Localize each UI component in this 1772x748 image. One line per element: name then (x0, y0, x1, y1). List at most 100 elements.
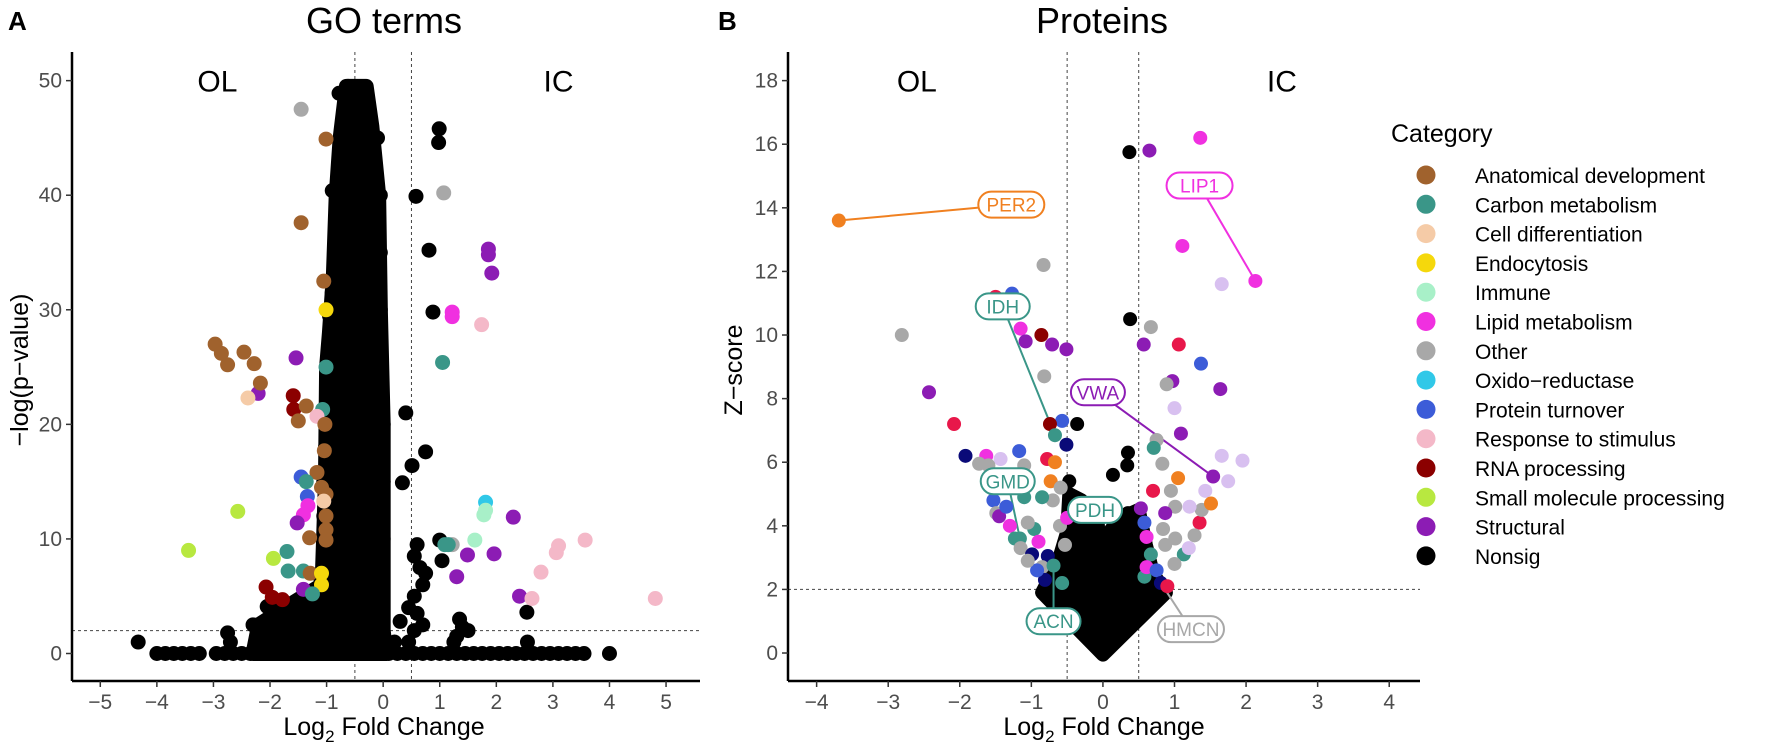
legend-item-label: Response to stimulus (1475, 429, 1676, 452)
x-tick-label: 4 (1383, 691, 1395, 714)
data-point (922, 385, 937, 400)
x-tick-label: −3 (201, 691, 225, 714)
annotation-label: LIP1 (1180, 177, 1219, 198)
data-point (280, 563, 296, 579)
data-point (1012, 444, 1027, 459)
y-tick-label: 2 (766, 578, 778, 601)
data-point (1045, 337, 1060, 352)
data-point (290, 413, 306, 429)
x-tick-label: 0 (377, 691, 389, 714)
legend-swatch-icon (1416, 546, 1436, 566)
data-point (533, 564, 549, 580)
data-point (230, 503, 246, 519)
data-point (286, 401, 302, 417)
data-point (1013, 321, 1028, 336)
data-point (321, 382, 337, 398)
annotation-label-box (1025, 607, 1082, 636)
data-point (406, 588, 422, 604)
data-point (331, 85, 347, 101)
data-point (1206, 469, 1221, 484)
data-point (999, 499, 1014, 514)
data-point (1120, 458, 1135, 473)
data-point (1020, 515, 1035, 530)
data-point (1182, 499, 1197, 514)
x-axis-label: Log2 Fold Change (1003, 713, 1204, 746)
data-point (372, 359, 388, 375)
data-point (316, 443, 332, 459)
x-tick-label: 1 (434, 691, 446, 714)
data-point (1160, 579, 1175, 594)
x-tick-label: 4 (604, 691, 616, 714)
data-point (1155, 456, 1170, 471)
data-point (1002, 518, 1017, 533)
data-point (418, 565, 434, 581)
data-point (1059, 342, 1074, 357)
x-axis-label-subscript: 2 (1045, 727, 1054, 746)
data-point (831, 213, 846, 228)
data-point (1214, 448, 1229, 463)
data-point (262, 633, 278, 649)
legend-swatch-icon (1416, 341, 1436, 361)
x-tick-label: −1 (315, 691, 339, 714)
x-tick-label: −4 (145, 691, 169, 714)
legend-item-label: Nonsig (1475, 546, 1540, 569)
data-point (372, 588, 388, 604)
annotation-label: PDH (1075, 501, 1115, 522)
data-point (452, 611, 468, 627)
y-axis-label: −log(p−value) (6, 294, 34, 447)
data-point (436, 185, 452, 201)
data-point (1159, 377, 1174, 392)
data-point (1173, 426, 1188, 441)
x-tick-label: −3 (876, 691, 900, 714)
data-point (431, 121, 447, 137)
data-point (245, 617, 261, 633)
data-point (1158, 537, 1173, 552)
data-point (947, 417, 962, 432)
data-point (236, 344, 252, 360)
data-point (130, 634, 146, 650)
region-label-ol: OL (897, 66, 937, 99)
data-point (1020, 553, 1035, 568)
data-point (406, 548, 422, 564)
y-tick-label: 50 (39, 70, 62, 93)
panel-label-b: B (718, 6, 737, 36)
data-point (460, 623, 476, 639)
annotation-label: HMCN (1162, 620, 1219, 641)
data-point (467, 532, 483, 548)
x-axis-label: Log2 Fold Change (283, 713, 484, 746)
data-point (1248, 273, 1263, 288)
data-point (359, 116, 375, 132)
x-tick-label: −2 (948, 691, 972, 714)
y-tick-label: 8 (766, 388, 778, 411)
y-tick-label: 0 (766, 642, 778, 665)
data-point (317, 416, 333, 432)
data-point (1214, 277, 1229, 292)
data-point (288, 350, 304, 366)
data-point (440, 537, 456, 553)
data-point (293, 215, 309, 231)
data-point (1146, 483, 1161, 498)
data-point (181, 542, 197, 558)
data-point (401, 634, 417, 650)
data-point (476, 507, 492, 523)
y-tick-label: 14 (755, 197, 779, 220)
legend-title: Category (1391, 120, 1493, 148)
data-point (1175, 238, 1190, 253)
y-tick-label: 10 (39, 528, 62, 551)
data-point (415, 577, 431, 593)
legend-swatch-icon (1416, 487, 1436, 507)
data-point (1143, 320, 1158, 335)
region-label-ic: IC (544, 66, 574, 99)
data-point (406, 623, 422, 639)
legend-swatch-icon (1416, 458, 1436, 478)
data-point (331, 226, 347, 242)
x-axis-label-main: Log (283, 713, 325, 741)
legend-item-label: Endocytosis (1475, 253, 1588, 276)
data-point (647, 591, 663, 607)
data-point (1037, 572, 1052, 587)
data-point (418, 444, 434, 460)
data-point (435, 354, 451, 370)
x-tick-label: 3 (1312, 691, 1324, 714)
